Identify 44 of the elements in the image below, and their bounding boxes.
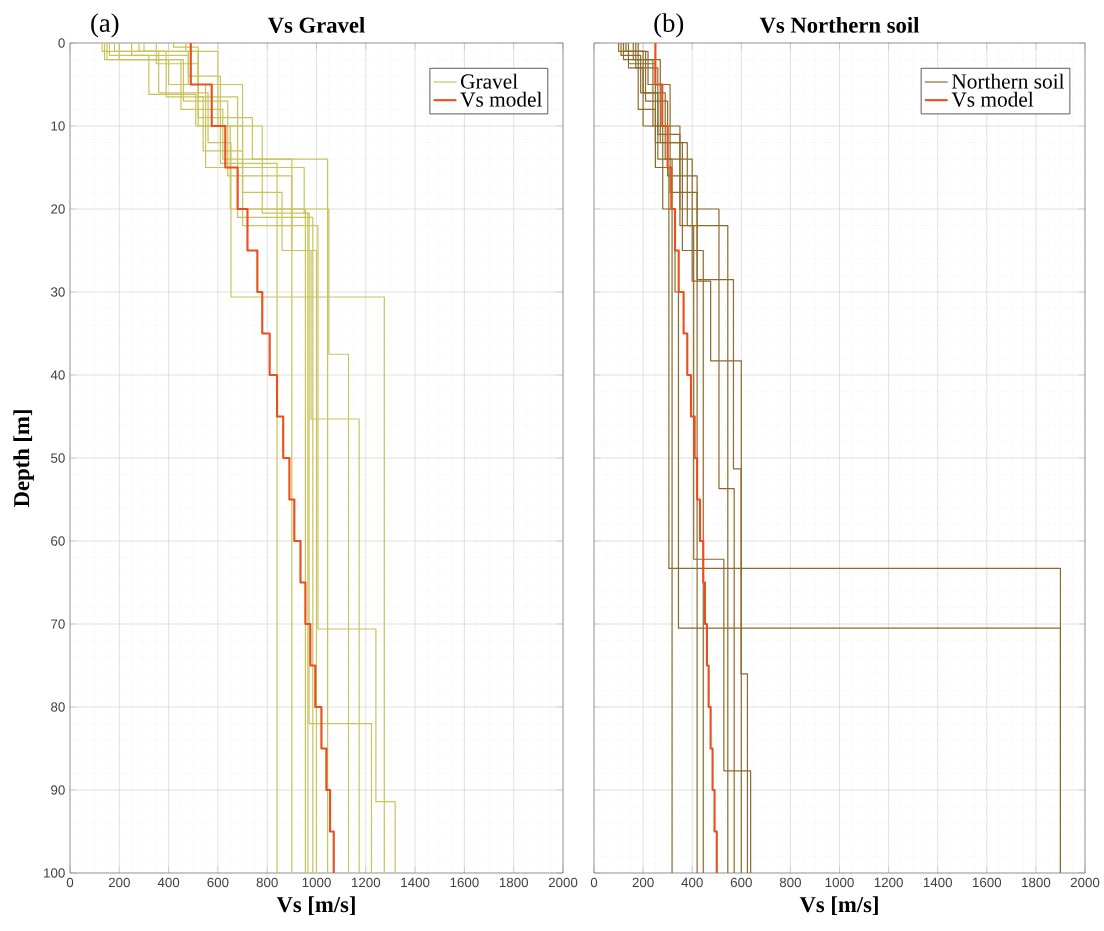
x-tick-label: 1000 <box>302 877 331 888</box>
legend-label: Vs model <box>951 91 1034 107</box>
x-axis-title: Vs [m/s] <box>276 896 355 916</box>
x-tick-label: 1200 <box>874 877 903 888</box>
x-tick-label: 0 <box>590 877 598 888</box>
x-tick-label: 1800 <box>1022 877 1051 888</box>
x-tick-label: 1600 <box>450 877 479 888</box>
y-tick-label: 60 <box>51 536 65 546</box>
y-axis-title: Depth [m] <box>13 410 34 508</box>
x-tick-label: 1000 <box>825 877 854 888</box>
x-tick-label: 400 <box>157 877 180 888</box>
y-tick-label: 20 <box>51 204 65 214</box>
x-tick-label: 1400 <box>401 877 430 888</box>
legend-label: Gravel <box>460 73 518 89</box>
y-tick-label: 0 <box>58 38 65 48</box>
y-tick-label: 30 <box>50 287 65 297</box>
chart-title: Vs Gravel <box>267 16 365 33</box>
x-tick-label: 1800 <box>499 877 529 888</box>
text: (a) <box>91 13 119 38</box>
y-tick-label: 80 <box>51 702 65 712</box>
x-tick-label: 0 <box>66 877 74 888</box>
y-tick-label: 50 <box>51 453 65 463</box>
x-tick-label: 1400 <box>923 877 953 888</box>
y-tick-label: 70 <box>51 619 65 629</box>
x-tick-label: 2000 <box>1070 877 1100 888</box>
x-tick-label: 400 <box>681 877 703 888</box>
x-tick-label: 1200 <box>352 877 381 888</box>
x-tick-label: 200 <box>632 877 654 888</box>
y-tick-label: 100 <box>44 868 65 878</box>
text: (b) <box>654 13 684 38</box>
x-tick-label: 200 <box>108 877 130 888</box>
y-tick-label: 90 <box>51 785 65 795</box>
legend-label: Vs model <box>460 91 543 107</box>
y-tick-label: 40 <box>50 370 65 380</box>
chart-title: Vs Northern soil <box>759 16 920 33</box>
x-tick-label: 800 <box>779 877 802 888</box>
x-tick-label: 600 <box>207 877 229 888</box>
y-tick-label: 10 <box>51 121 65 131</box>
legend-label: Northern soil <box>951 73 1065 89</box>
x-tick-label: 600 <box>730 877 752 888</box>
x-axis-title: Vs [m/s] <box>799 896 878 916</box>
x-tick-label: 1600 <box>973 877 1002 888</box>
x-tick-label: 800 <box>256 877 278 888</box>
x-tick-label: 2000 <box>548 877 578 888</box>
